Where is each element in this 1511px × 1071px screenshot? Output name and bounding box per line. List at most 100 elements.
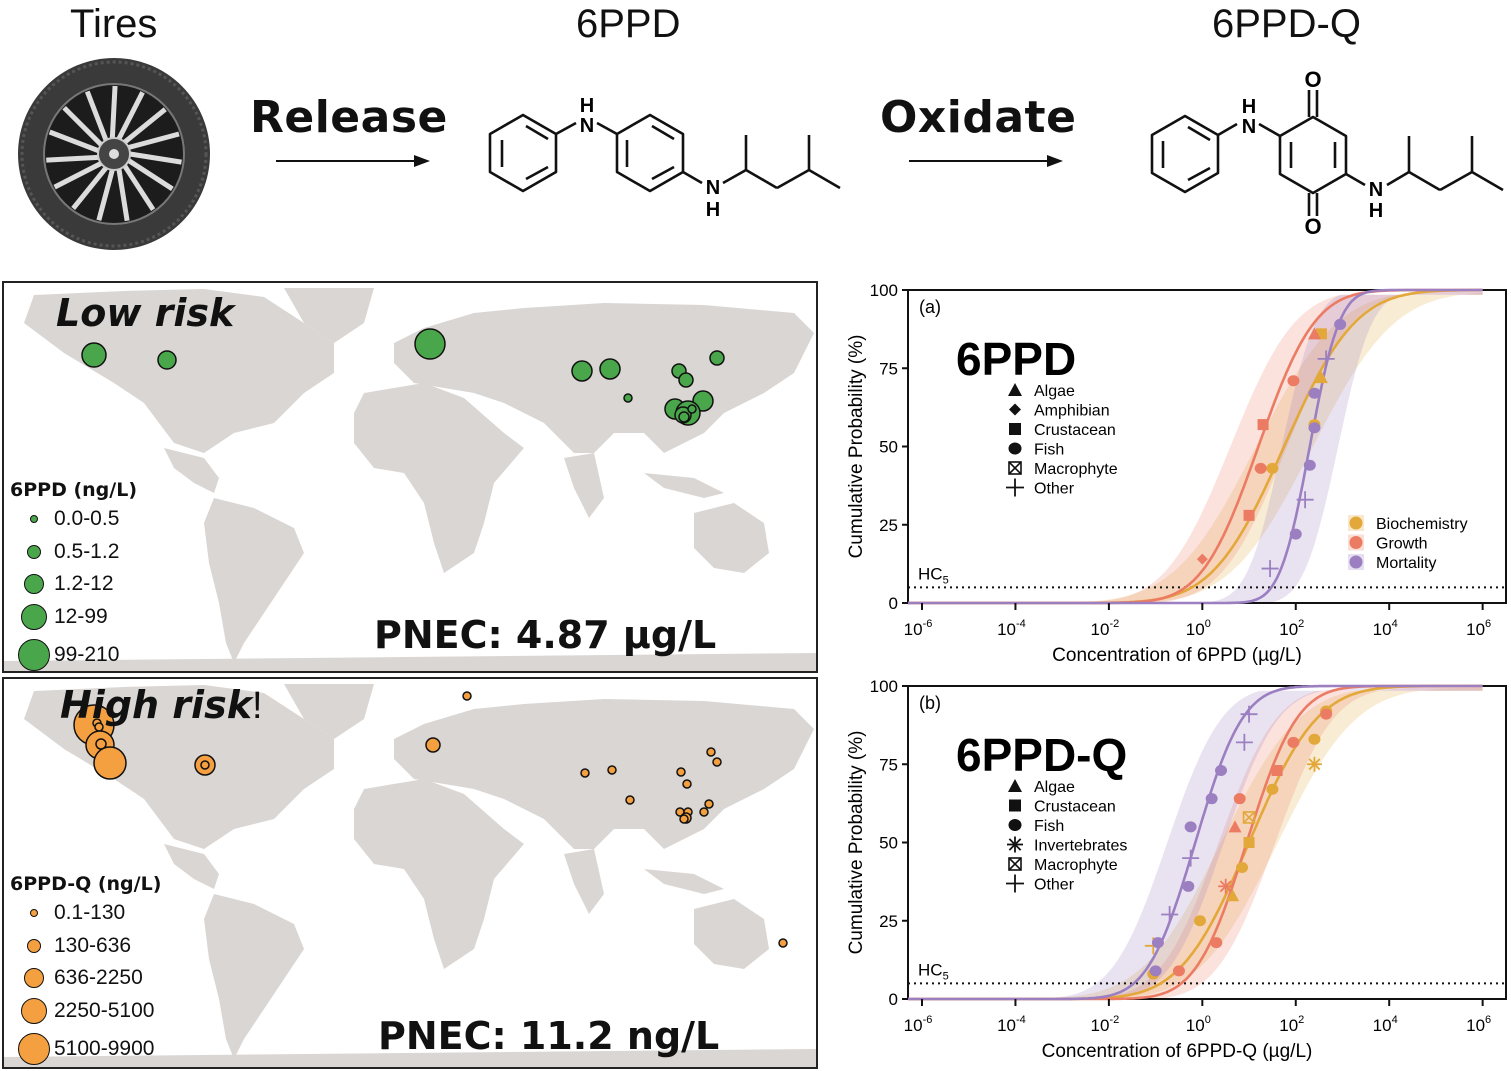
legend-circle-icon <box>1349 555 1363 569</box>
world-map <box>4 684 816 1067</box>
species-legend-item: Algae <box>1034 383 1075 400</box>
atom-n: N <box>1242 116 1256 138</box>
species-legend-item: Fish <box>1034 442 1064 459</box>
y-tick-label: 100 <box>870 677 898 696</box>
data-point-square <box>1243 509 1255 521</box>
legend-item: 130-636 <box>14 934 131 958</box>
continent-shape <box>394 699 814 849</box>
species-legend-item: Amphibian <box>1034 403 1110 420</box>
species-legend-item: Other <box>1034 877 1075 894</box>
data-point-circle <box>1266 462 1279 474</box>
concentration-marker <box>607 765 617 775</box>
concentration-marker <box>687 404 697 414</box>
oxidate-arrow-icon <box>909 155 1063 167</box>
concentration-marker <box>580 768 590 778</box>
concentration-marker <box>678 372 694 388</box>
atom-h: H <box>580 95 594 117</box>
x-tick-label: 100 <box>1186 618 1211 639</box>
data-point-circle <box>1320 708 1333 720</box>
legend-circle-icon <box>30 909 38 917</box>
data-point-circle <box>1236 862 1249 874</box>
legend-marker-icon-circle <box>1008 819 1022 831</box>
panel-label: (a) <box>919 297 941 317</box>
species-legend-item: Algae <box>1034 779 1075 796</box>
legend-marker-icon-plus <box>1006 874 1024 893</box>
data-point-boxed-x <box>1242 811 1256 824</box>
y-axis-label: Cumulative Probability (%) <box>846 335 867 559</box>
data-point-circle <box>1254 462 1267 474</box>
continent-shape <box>4 653 816 671</box>
legend-circle-icon <box>21 604 47 630</box>
data-point-plus <box>1161 905 1179 923</box>
continent-shape <box>284 684 374 739</box>
legend-title: 6PPD-Q (ng/L) <box>10 873 162 895</box>
concentration-marker <box>706 747 716 757</box>
concentration-marker <box>678 411 690 423</box>
data-point-circle <box>1182 880 1195 892</box>
release-label: Release <box>250 92 448 143</box>
species-legend-item: Fish <box>1034 818 1064 835</box>
ssd-chart-6ppd: HC5 0 25 50 75 100 10-6 10-4 10-2 100 102 104 106 Con… <box>846 281 1507 666</box>
legend-circle-icon <box>18 639 50 671</box>
concentration-marker <box>425 737 441 753</box>
continent-shape <box>694 503 769 573</box>
data-point-circle <box>1151 937 1164 949</box>
x-tick-label: 102 <box>1279 618 1304 639</box>
data-point-circle <box>1233 793 1246 805</box>
legend-marker-icon-asterisk <box>1007 836 1023 853</box>
confidence-band-mortality <box>908 291 1483 603</box>
ssd-chart-6ppdq: HC5 0 25 50 75 100 10-6 10-4 10-2 100 102 104 106 Con… <box>846 677 1507 1062</box>
data-point-plus <box>1317 350 1335 368</box>
data-point-circle <box>1308 733 1321 745</box>
continent-shape <box>694 899 769 969</box>
legend-item: 0.0-0.5 <box>14 507 119 531</box>
x-axis-label: Concentration of 6PPD-Q (µg/L) <box>1042 1041 1313 1062</box>
legend-item: 5100-9900 <box>14 1033 154 1065</box>
release-arrow-icon <box>276 155 430 167</box>
y-tick-label: 0 <box>889 990 898 1009</box>
concentration-marker <box>679 814 689 824</box>
legend-item: 99-210 <box>14 639 119 671</box>
data-point-circle <box>1210 937 1223 949</box>
chart-title: 6PPD <box>956 333 1076 385</box>
fit-curve-mortality <box>908 684 1483 1001</box>
y-tick-label: 50 <box>879 834 898 853</box>
concentration-marker <box>704 799 714 809</box>
data-point-asterisk <box>1218 878 1234 894</box>
confidence-band-growth <box>908 687 1483 999</box>
data-point-circle <box>1289 528 1302 540</box>
concentration-marker <box>200 760 210 770</box>
concentration-marker <box>682 779 692 789</box>
atom-o: O <box>1304 68 1321 92</box>
compound-6ppd-title: 6PPD <box>576 2 681 46</box>
legend-item: 636-2250 <box>14 966 143 990</box>
concentration-marker <box>778 938 788 948</box>
atom-h: H <box>706 199 720 221</box>
species-legend-item: Crustacean <box>1034 422 1116 439</box>
data-point-triangle <box>1226 889 1240 902</box>
continent-shape <box>24 289 334 453</box>
tires-title: Tires <box>70 2 158 46</box>
x-tick-label: 106 <box>1466 618 1491 639</box>
data-point-circle <box>1184 821 1197 833</box>
pnec-label: PNEC: 11.2 ng/L <box>378 1014 720 1058</box>
x-tick-label: 106 <box>1466 1014 1491 1035</box>
atom-o: O <box>1304 214 1321 238</box>
data-point-circle <box>1149 965 1162 977</box>
concentration-marker <box>599 358 621 380</box>
legend-marker-icon-boxed-x <box>1008 461 1022 475</box>
data-point-plus <box>1261 560 1279 578</box>
y-tick-label: 50 <box>879 438 898 457</box>
concentration-marker <box>709 350 725 366</box>
data-point-circle <box>1266 783 1279 795</box>
endpoint-legend-item: Mortality <box>1376 555 1436 572</box>
map-6ppdq: High risk! 6PPD-Q (ng/L) 0.1-130 130-636… <box>2 677 818 1069</box>
legend-circle-icon <box>21 998 47 1024</box>
continent-shape <box>204 894 304 1059</box>
legend-item: 1.2-12 <box>14 572 114 596</box>
x-axis-label: Concentration of 6PPD (µg/L) <box>1052 645 1302 666</box>
concentration-marker <box>699 807 709 817</box>
oxidate-label: Oxidate <box>880 92 1077 143</box>
concentration-marker <box>462 691 472 701</box>
data-point-plus <box>1240 705 1258 723</box>
